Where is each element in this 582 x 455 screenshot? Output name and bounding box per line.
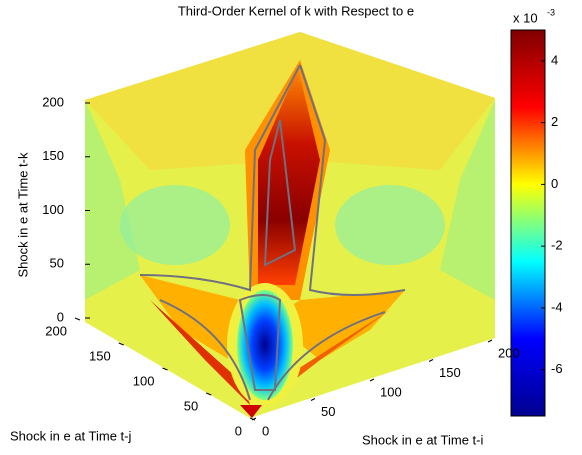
- i-tick-label: 50: [321, 404, 335, 419]
- i-tick-label: 150: [439, 365, 461, 380]
- j-tick: [206, 392, 212, 396]
- colorbar-tick-label: -4: [551, 299, 563, 314]
- i-axis-label: Shock in e at Time t-i: [362, 432, 483, 447]
- z-tick-label: 0: [57, 309, 64, 324]
- i-tick: [428, 359, 434, 362]
- colorbar-tick-label: -2: [551, 238, 563, 253]
- surface: [85, 32, 495, 418]
- z-tick-label: 200: [42, 94, 64, 109]
- i-tick-label: 200: [498, 345, 520, 360]
- j-tick-label: 150: [89, 348, 111, 363]
- j-axis-label: Shock in e at Time t-j: [10, 428, 131, 443]
- colorbar-scale: x 10: [513, 10, 538, 25]
- j-tick: [74, 317, 81, 321]
- colorbar: [510, 29, 546, 417]
- i-tick: [369, 378, 375, 382]
- j-tick-label: 200: [45, 323, 67, 338]
- z-tick-label: 150: [42, 148, 64, 163]
- i-tick-label: 100: [380, 384, 402, 399]
- colorbar-tick-label: 0: [551, 176, 558, 191]
- j-tick-label: 50: [184, 398, 198, 413]
- colorbar-exponent: -3: [547, 7, 555, 17]
- i-tick: [310, 398, 316, 401]
- z-tick-label: 50: [50, 256, 64, 271]
- chart-title: Third-Order Kernel of k with Respect to …: [178, 3, 414, 18]
- j-tick: [249, 417, 256, 421]
- j-tick: [118, 342, 124, 346]
- colorbar-tick-label: 4: [551, 52, 558, 67]
- i-tick: [251, 417, 257, 421]
- j-tick-label: 100: [133, 373, 155, 388]
- z-axis-label: Shock in e at Time t-k: [15, 152, 30, 277]
- colorbar-tick-label: -6: [551, 361, 563, 376]
- colorbar-tick-label: 2: [551, 114, 558, 129]
- z-tick-label: 100: [42, 202, 64, 217]
- j-tick-label: 0: [235, 423, 242, 438]
- i-tick: [487, 339, 493, 343]
- i-tick-label: 0: [262, 423, 269, 438]
- j-tick: [162, 367, 168, 371]
